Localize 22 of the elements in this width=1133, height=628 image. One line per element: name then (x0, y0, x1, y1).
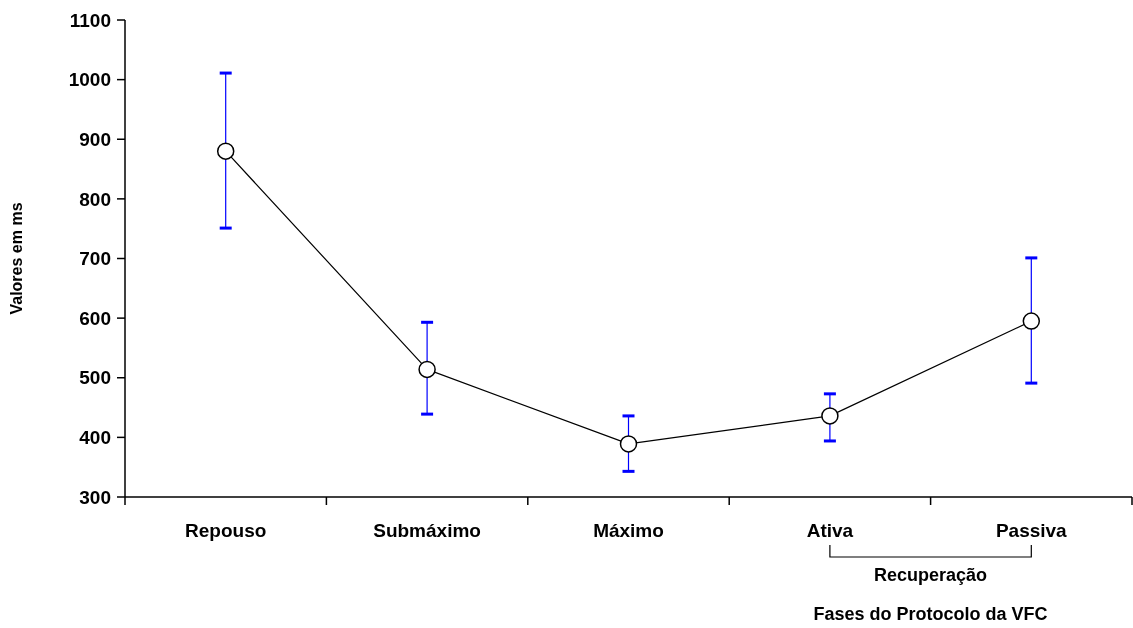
y-tick-label: 800 (79, 188, 111, 210)
y-axis-title: Valores em ms (8, 202, 25, 315)
x-tick-label: Repouso (185, 520, 267, 541)
point (418, 360, 436, 379)
point (821, 407, 839, 425)
y-tick-label: 500 (79, 367, 111, 389)
y-tick-label: 700 (79, 248, 111, 270)
y-tick-label: 900 (79, 128, 111, 150)
x-tick-label: Passiva (995, 520, 1068, 541)
y-tick-label: 400 (79, 427, 111, 449)
point (1022, 312, 1041, 330)
y-tick-label: 1000 (68, 69, 111, 91)
text: Recuperação (874, 565, 988, 585)
x-tick-label: Ativa (806, 520, 854, 541)
x-axis-title: Fases do Protocolo da VFC (813, 604, 1048, 624)
x-tick-label: Máximo (593, 520, 664, 541)
x-tick-label: Submáximo (373, 520, 481, 541)
y-tick-label: 1100 (69, 9, 111, 31)
y-tick-label: 600 (79, 307, 111, 329)
y-tick-label: 300 (79, 486, 111, 508)
point (216, 142, 235, 160)
point (619, 435, 638, 453)
